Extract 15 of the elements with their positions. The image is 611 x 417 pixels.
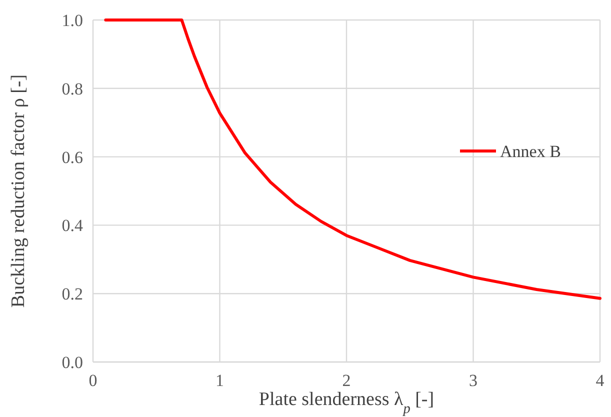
- y-tick-label: 1.0: [62, 11, 83, 30]
- y-axis-title: Buckling reduction factor ρ [-]: [8, 74, 29, 308]
- legend-label: Annex B: [500, 142, 561, 161]
- x-tick-label: 1: [216, 371, 224, 390]
- x-tick-label: 3: [469, 371, 478, 390]
- y-tick-label: 0.2: [62, 284, 83, 304]
- x-tick-label: 2: [342, 371, 351, 390]
- x-axis-title: Plate slenderness λ$_{p}$ [-]: [258, 389, 434, 417]
- x-tick-label: 4: [596, 371, 605, 390]
- line-series: [104, 18, 602, 300]
- y-tick-label: 0.8: [62, 79, 83, 98]
- y-tick-label: 0.4: [62, 216, 84, 236]
- x-tick-label: 0: [88, 371, 98, 390]
- y-tick-label: 0.6: [62, 148, 83, 167]
- y-tick-label: 0.0: [62, 353, 83, 372]
